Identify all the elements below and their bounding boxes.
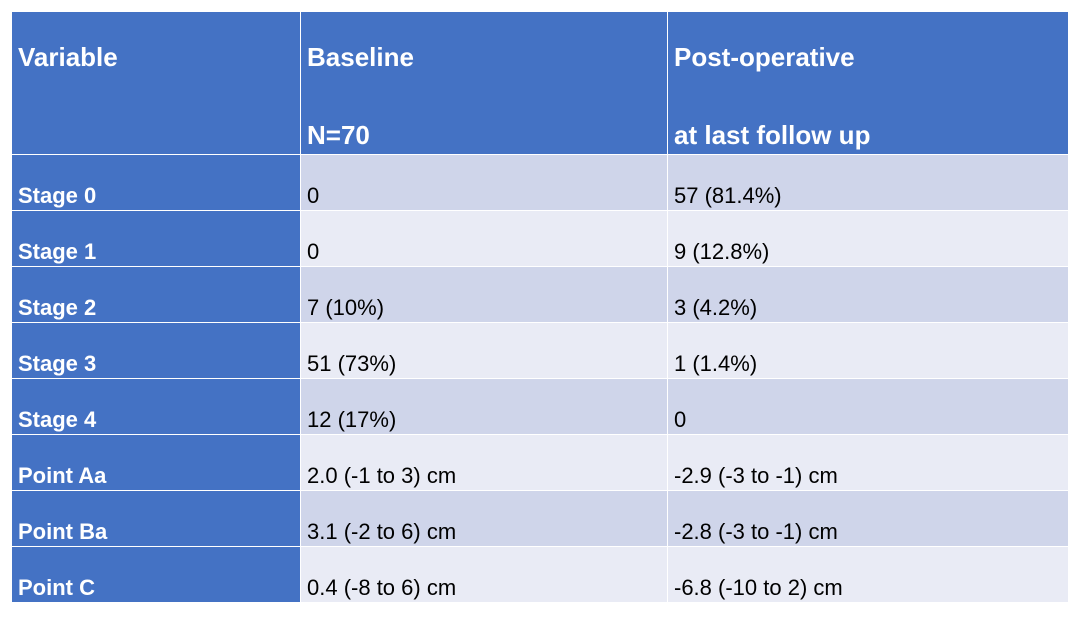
baseline-cell: 12 (17%) (300, 378, 668, 435)
baseline-cell: 3.1 (-2 to 6) cm (300, 490, 668, 547)
postop-cell: 3 (4.2%) (667, 266, 1069, 323)
variable-cell: Point Aa (11, 434, 301, 491)
table-row: Stage 2 7 (10%) 3 (4.2%) (11, 266, 1069, 323)
header-postop-sublabel: at last follow up (674, 120, 871, 150)
baseline-cell: 0.4 (-8 to 6) cm (300, 546, 668, 603)
header-baseline: Baseline N=70 (300, 11, 668, 155)
header-baseline-label: Baseline (307, 42, 414, 72)
results-table: Variable Baseline N=70 Post-operative at… (11, 11, 1069, 603)
variable-cell: Stage 0 (11, 154, 301, 211)
variable-cell: Stage 4 (11, 378, 301, 435)
variable-cell: Stage 3 (11, 322, 301, 379)
baseline-cell: 7 (10%) (300, 266, 668, 323)
postop-cell: -6.8 (-10 to 2) cm (667, 546, 1069, 603)
table-row: Stage 4 12 (17%) 0 (11, 378, 1069, 435)
postop-cell: 9 (12.8%) (667, 210, 1069, 267)
table-row: Stage 1 0 9 (12.8%) (11, 210, 1069, 267)
postop-cell: -2.9 (-3 to -1) cm (667, 434, 1069, 491)
table-row: Stage 0 0 57 (81.4%) (11, 154, 1069, 211)
header-baseline-sublabel: N=70 (307, 120, 370, 150)
variable-cell: Stage 2 (11, 266, 301, 323)
header-variable: Variable (11, 11, 301, 155)
table-row: Point C 0.4 (-8 to 6) cm -6.8 (-10 to 2)… (11, 546, 1069, 603)
postop-cell: 57 (81.4%) (667, 154, 1069, 211)
variable-cell: Stage 1 (11, 210, 301, 267)
variable-cell: Point Ba (11, 490, 301, 547)
header-postop: Post-operative at last follow up (667, 11, 1069, 155)
postop-cell: 1 (1.4%) (667, 322, 1069, 379)
table-row: Stage 3 51 (73%) 1 (1.4%) (11, 322, 1069, 379)
variable-cell: Point C (11, 546, 301, 603)
baseline-cell: 0 (300, 154, 668, 211)
table-header-row: Variable Baseline N=70 Post-operative at… (11, 11, 1069, 155)
baseline-cell: 51 (73%) (300, 322, 668, 379)
header-variable-label: Variable (18, 42, 118, 72)
baseline-cell: 2.0 (-1 to 3) cm (300, 434, 668, 491)
table-row: Point Aa 2.0 (-1 to 3) cm -2.9 (-3 to -1… (11, 434, 1069, 491)
postop-cell: 0 (667, 378, 1069, 435)
table-row: Point Ba 3.1 (-2 to 6) cm -2.8 (-3 to -1… (11, 490, 1069, 547)
baseline-cell: 0 (300, 210, 668, 267)
header-postop-label: Post-operative (674, 42, 855, 72)
postop-cell: -2.8 (-3 to -1) cm (667, 490, 1069, 547)
